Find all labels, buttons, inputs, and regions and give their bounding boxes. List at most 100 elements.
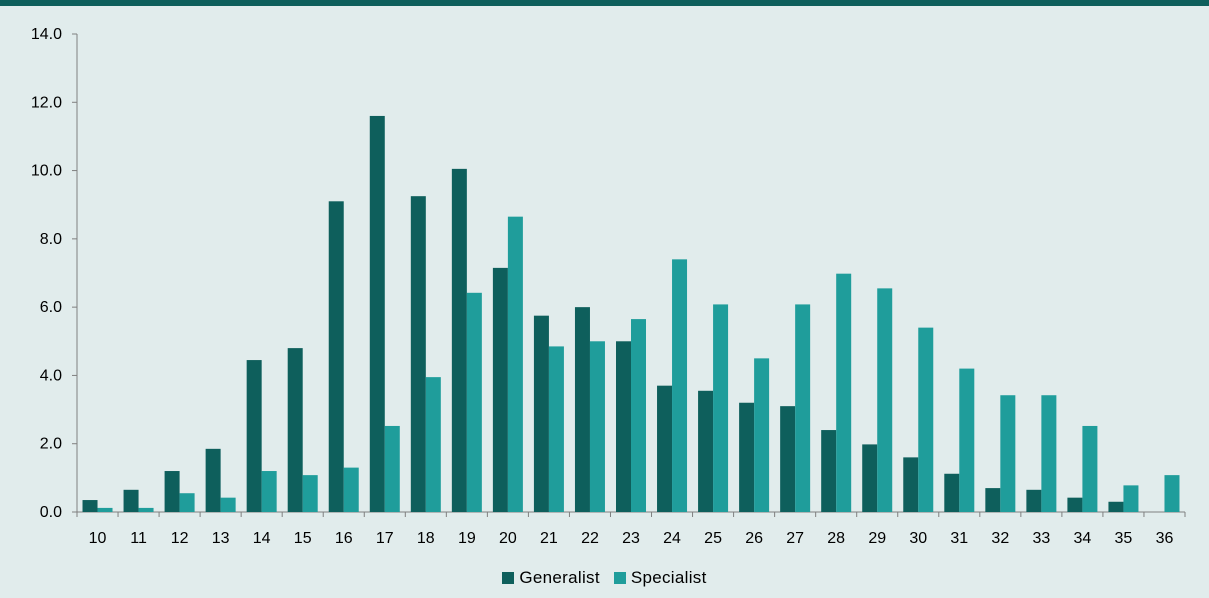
bar-specialist-30 [918,327,934,512]
legend-swatch-generalist [502,572,515,584]
bar-generalist-16 [328,201,344,513]
y-tick-label: 8.0 [40,231,62,248]
bar-specialist-27 [795,304,811,512]
bar-specialist-35 [1123,485,1139,512]
x-tick-label: 17 [376,530,394,547]
bar-generalist-20 [492,267,508,512]
bar-specialist-29 [877,288,893,512]
y-tick-label: 0.0 [40,504,62,521]
bar-specialist-32 [1000,395,1016,512]
bar-generalist-12 [164,471,180,512]
bar-specialist-10 [97,507,113,512]
x-tick-label: 25 [704,530,722,547]
x-tick-label: 12 [171,530,189,547]
bar-generalist-27 [780,406,796,512]
legend-entry-specialist: Specialist [613,568,707,588]
bar-specialist-12 [179,493,195,512]
bar-specialist-16 [343,467,359,512]
bar-generalist-33 [1026,489,1042,512]
bar-generalist-23 [616,341,631,512]
x-tick-label: 29 [868,530,886,547]
bar-specialist-33 [1041,395,1057,512]
bar-generalist-28 [821,430,837,512]
bar-specialist-21 [548,346,564,512]
bars [82,115,1180,513]
y-axis: 0.0 2.0 4.0 6.0 8.0 10.0 12.0 14.0 [31,26,78,521]
x-tick-label: 26 [745,530,763,547]
x-tick-label: 21 [540,530,558,547]
bar-specialist-22 [589,341,605,512]
x-tick-label: 30 [909,530,927,547]
y-tick-label: 10.0 [31,163,62,180]
x-tick-label: 35 [1115,530,1133,547]
legend: Generalist Specialist [0,568,1209,588]
x-tick-label: 16 [335,530,353,547]
top-accent-bar [0,0,1209,6]
bar-generalist-31 [944,473,960,512]
bar-generalist-24 [657,385,673,512]
bar-generalist-34 [1067,497,1083,512]
bar-specialist-36 [1164,475,1180,512]
x-tick-label: 23 [622,530,640,547]
bar-generalist-25 [698,390,714,512]
legend-label-generalist: Generalist [519,568,600,587]
x-tick-label: 11 [130,530,147,547]
x-tick-label: 15 [294,530,312,547]
bar-specialist-13 [220,497,236,512]
bar-generalist-15 [287,348,303,512]
x-tick-label: 32 [991,530,1009,547]
bar-specialist-20 [507,216,523,512]
legend-swatch-specialist [613,572,626,584]
x-axis: 10 11 12 13 14 15 16 17 18 19 20 21 22 23 24 25 26 27 28 29… [76,511,1186,547]
bar-specialist-17 [384,425,400,512]
bar-specialist-24 [672,259,688,512]
x-tick-label: 28 [827,530,845,547]
bar-generalist-13 [205,448,221,512]
x-tick-label: 36 [1156,530,1174,547]
bar-generalist-11 [123,489,139,512]
y-tick-label: 14.0 [31,26,62,43]
bar-specialist-26 [754,358,770,512]
x-tick-label: 22 [581,530,599,547]
x-tick-label: 31 [950,530,968,547]
bar-generalist-18 [410,196,426,512]
bar-specialist-34 [1082,425,1098,512]
bar-generalist-19 [451,168,467,512]
legend-label-specialist: Specialist [630,568,707,587]
bar-specialist-19 [466,292,482,512]
bar-specialist-15 [302,475,318,512]
bar-specialist-18 [425,377,441,512]
bar-generalist-29 [862,444,878,512]
y-tick-label: 2.0 [40,436,62,453]
x-tick-label: 27 [786,530,804,547]
bar-generalist-17 [369,115,385,512]
x-tick-label: 24 [663,530,681,547]
y-tick-label: 12.0 [31,94,62,111]
bar-generalist-26 [739,402,755,512]
y-tick-label: 6.0 [40,299,62,316]
x-tick-label: 19 [458,530,476,547]
bar-specialist-31 [959,368,975,512]
bar-generalist-35 [1108,501,1124,512]
bar-generalist-10 [82,500,98,512]
bar-generalist-22 [574,307,590,512]
y-tick-label: 4.0 [40,367,62,384]
x-tick-label: 14 [253,530,271,547]
bar-generalist-21 [533,315,549,512]
bar-generalist-14 [246,360,262,512]
bar-specialist-25 [713,304,729,512]
x-tick-label: 10 [89,530,107,547]
bar-specialist-11 [138,507,154,512]
x-tick-label: 33 [1032,530,1050,547]
legend-entry-generalist: Generalist [502,568,600,588]
x-tick-label: 20 [499,530,517,547]
x-tick-label: 13 [212,530,230,547]
bar-specialist-14 [261,471,277,512]
bar-generalist-30 [903,457,919,512]
bar-specialist-28 [836,273,852,512]
x-tick-label: 34 [1074,530,1092,547]
bar-generalist-32 [985,488,1001,512]
x-tick-label: 18 [417,530,435,547]
